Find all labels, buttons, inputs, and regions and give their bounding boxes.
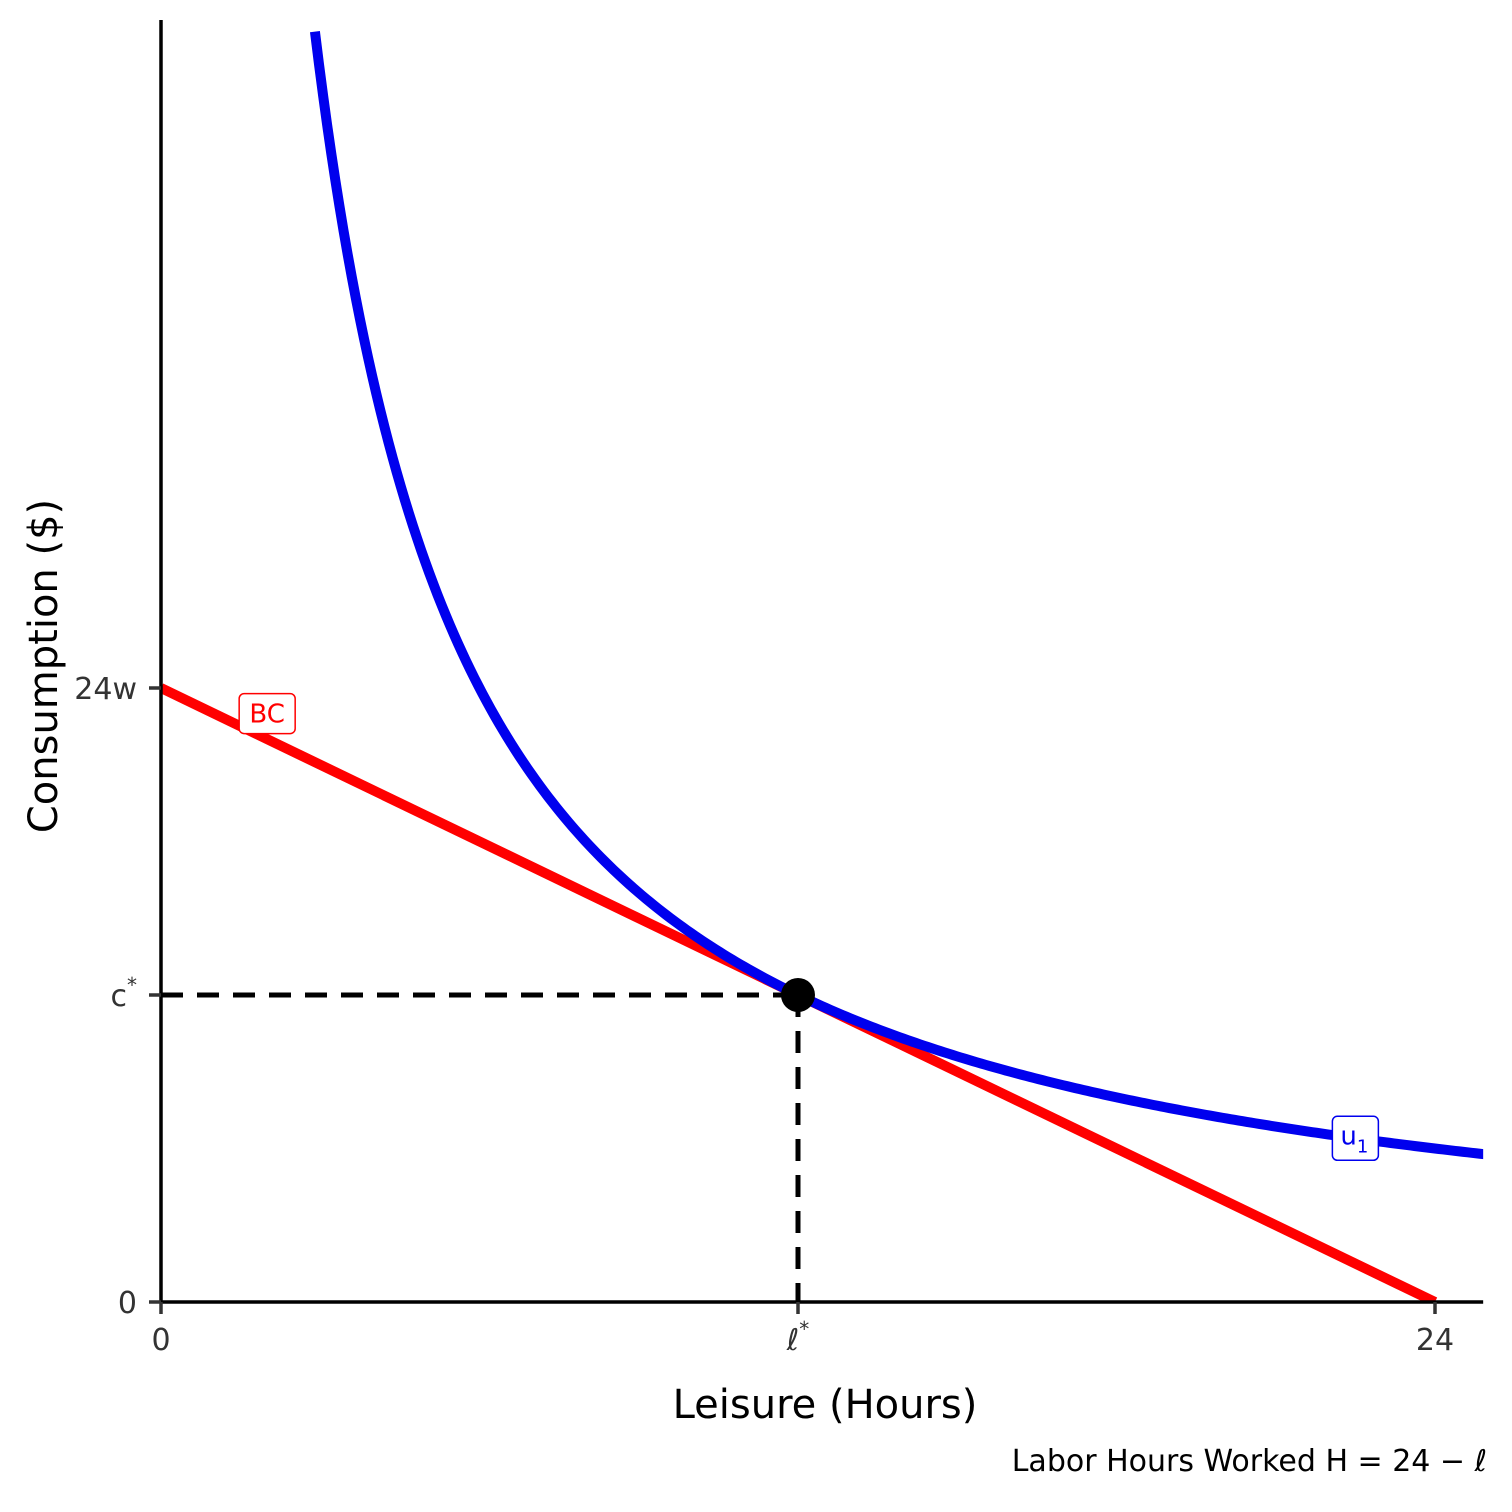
optimum-point (781, 978, 815, 1012)
x-axis-title: Leisure (Hours) (673, 1382, 978, 1428)
y-tick-label: 24w (74, 672, 137, 707)
curves (161, 31, 1484, 1302)
budget-line-label: BC (238, 692, 296, 735)
plot-area: BC u1 (161, 31, 1484, 1302)
indifference-curve (309, 31, 1484, 1160)
x-tick-label: 24 (1416, 1323, 1454, 1358)
chart-caption: Labor Hours Worked H = 24 − ℓ (1012, 1444, 1487, 1479)
budget-line-label-text: BC (249, 700, 285, 730)
y-axis-title: Consumption ($) (21, 499, 67, 833)
x-tick-label: 0 (151, 1323, 170, 1358)
x-tick-label: ℓ* (786, 1317, 809, 1358)
indifference-curve-label-text: u1 (1340, 1121, 1368, 1157)
y-tick-label: 0 (118, 1286, 137, 1321)
y-tick-label: c* (111, 973, 138, 1014)
axes: 0 ℓ* 24 0 c* 24w (74, 20, 1484, 1358)
indifference-curve-label: u1 (1331, 1115, 1380, 1162)
